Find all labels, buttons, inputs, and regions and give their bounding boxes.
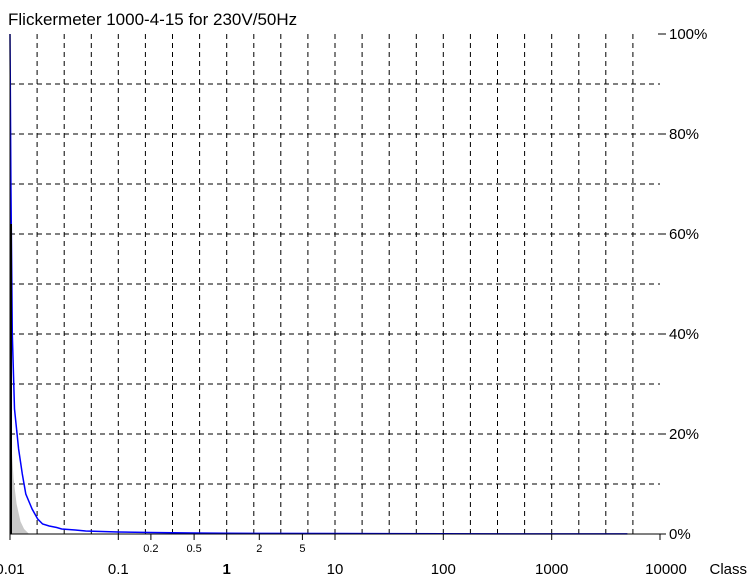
x-tick-label: 0.1: [108, 561, 129, 578]
chart-title: Flickermeter 1000-4-15 for 230V/50Hz: [8, 10, 298, 29]
x-minor-tick-label: 5: [299, 543, 305, 555]
x-unit-label: Class: [709, 561, 747, 578]
y-tick-label: 20%: [669, 426, 699, 443]
line-series-0: [9, 33, 628, 535]
y-axis-labels: 0% 20% 40% 60% 80% 100%: [658, 26, 707, 543]
x-minor-tick-label: 0.2: [143, 543, 158, 555]
x-tick-label: 0.01: [0, 561, 25, 578]
bar-2-0: [9, 224, 12, 534]
y-tick-label: 40%: [669, 326, 699, 343]
y-tick-label: 60%: [669, 226, 699, 243]
x-minor-tick-label: 0.5: [186, 543, 201, 555]
y-tick-label: 80%: [669, 126, 699, 143]
y-tick-label: 100%: [669, 26, 707, 43]
y-tick-label: 0%: [669, 526, 691, 543]
x-tick-label: 10000: [645, 561, 687, 578]
x-axis-labels: 0.01 0.1 1 10 100 1000 10000 0.2 0.5 2 5 Class: [0, 534, 747, 578]
x-minor-tick-label: 2: [256, 543, 262, 555]
x-tick-label: 1000: [535, 561, 568, 578]
x-tick-label: 100: [431, 561, 456, 578]
series-layer: [9, 33, 628, 535]
x-tick-label: 1: [223, 561, 231, 578]
grid-layer: [10, 34, 660, 534]
x-tick-label: 10: [327, 561, 344, 578]
area-series-1: [10, 421, 30, 534]
